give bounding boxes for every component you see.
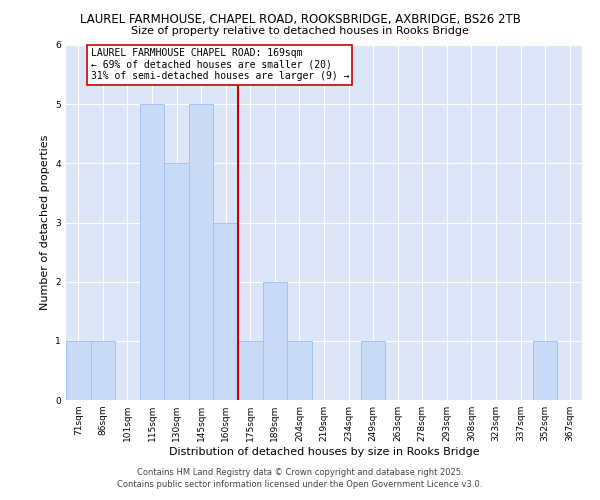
- Bar: [91, 341, 115, 400]
- Text: Contains HM Land Registry data © Crown copyright and database right 2025.
Contai: Contains HM Land Registry data © Crown c…: [118, 468, 482, 489]
- Text: Size of property relative to detached houses in Rooks Bridge: Size of property relative to detached ho…: [131, 26, 469, 36]
- Bar: [238, 341, 263, 400]
- Text: LAUREL FARMHOUSE, CHAPEL ROAD, ROOKSBRIDGE, AXBRIDGE, BS26 2TB: LAUREL FARMHOUSE, CHAPEL ROAD, ROOKSBRID…: [80, 12, 520, 26]
- Y-axis label: Number of detached properties: Number of detached properties: [40, 135, 50, 310]
- X-axis label: Distribution of detached houses by size in Rooks Bridge: Distribution of detached houses by size …: [169, 447, 479, 457]
- Bar: [263, 282, 287, 400]
- Bar: [287, 341, 312, 400]
- Bar: [533, 341, 557, 400]
- Text: LAUREL FARMHOUSE CHAPEL ROAD: 169sqm
← 69% of detached houses are smaller (20)
3: LAUREL FARMHOUSE CHAPEL ROAD: 169sqm ← 6…: [91, 48, 349, 81]
- Bar: [164, 164, 189, 400]
- Bar: [66, 341, 91, 400]
- Bar: [189, 104, 214, 400]
- Bar: [214, 222, 238, 400]
- Bar: [140, 104, 164, 400]
- Bar: [361, 341, 385, 400]
